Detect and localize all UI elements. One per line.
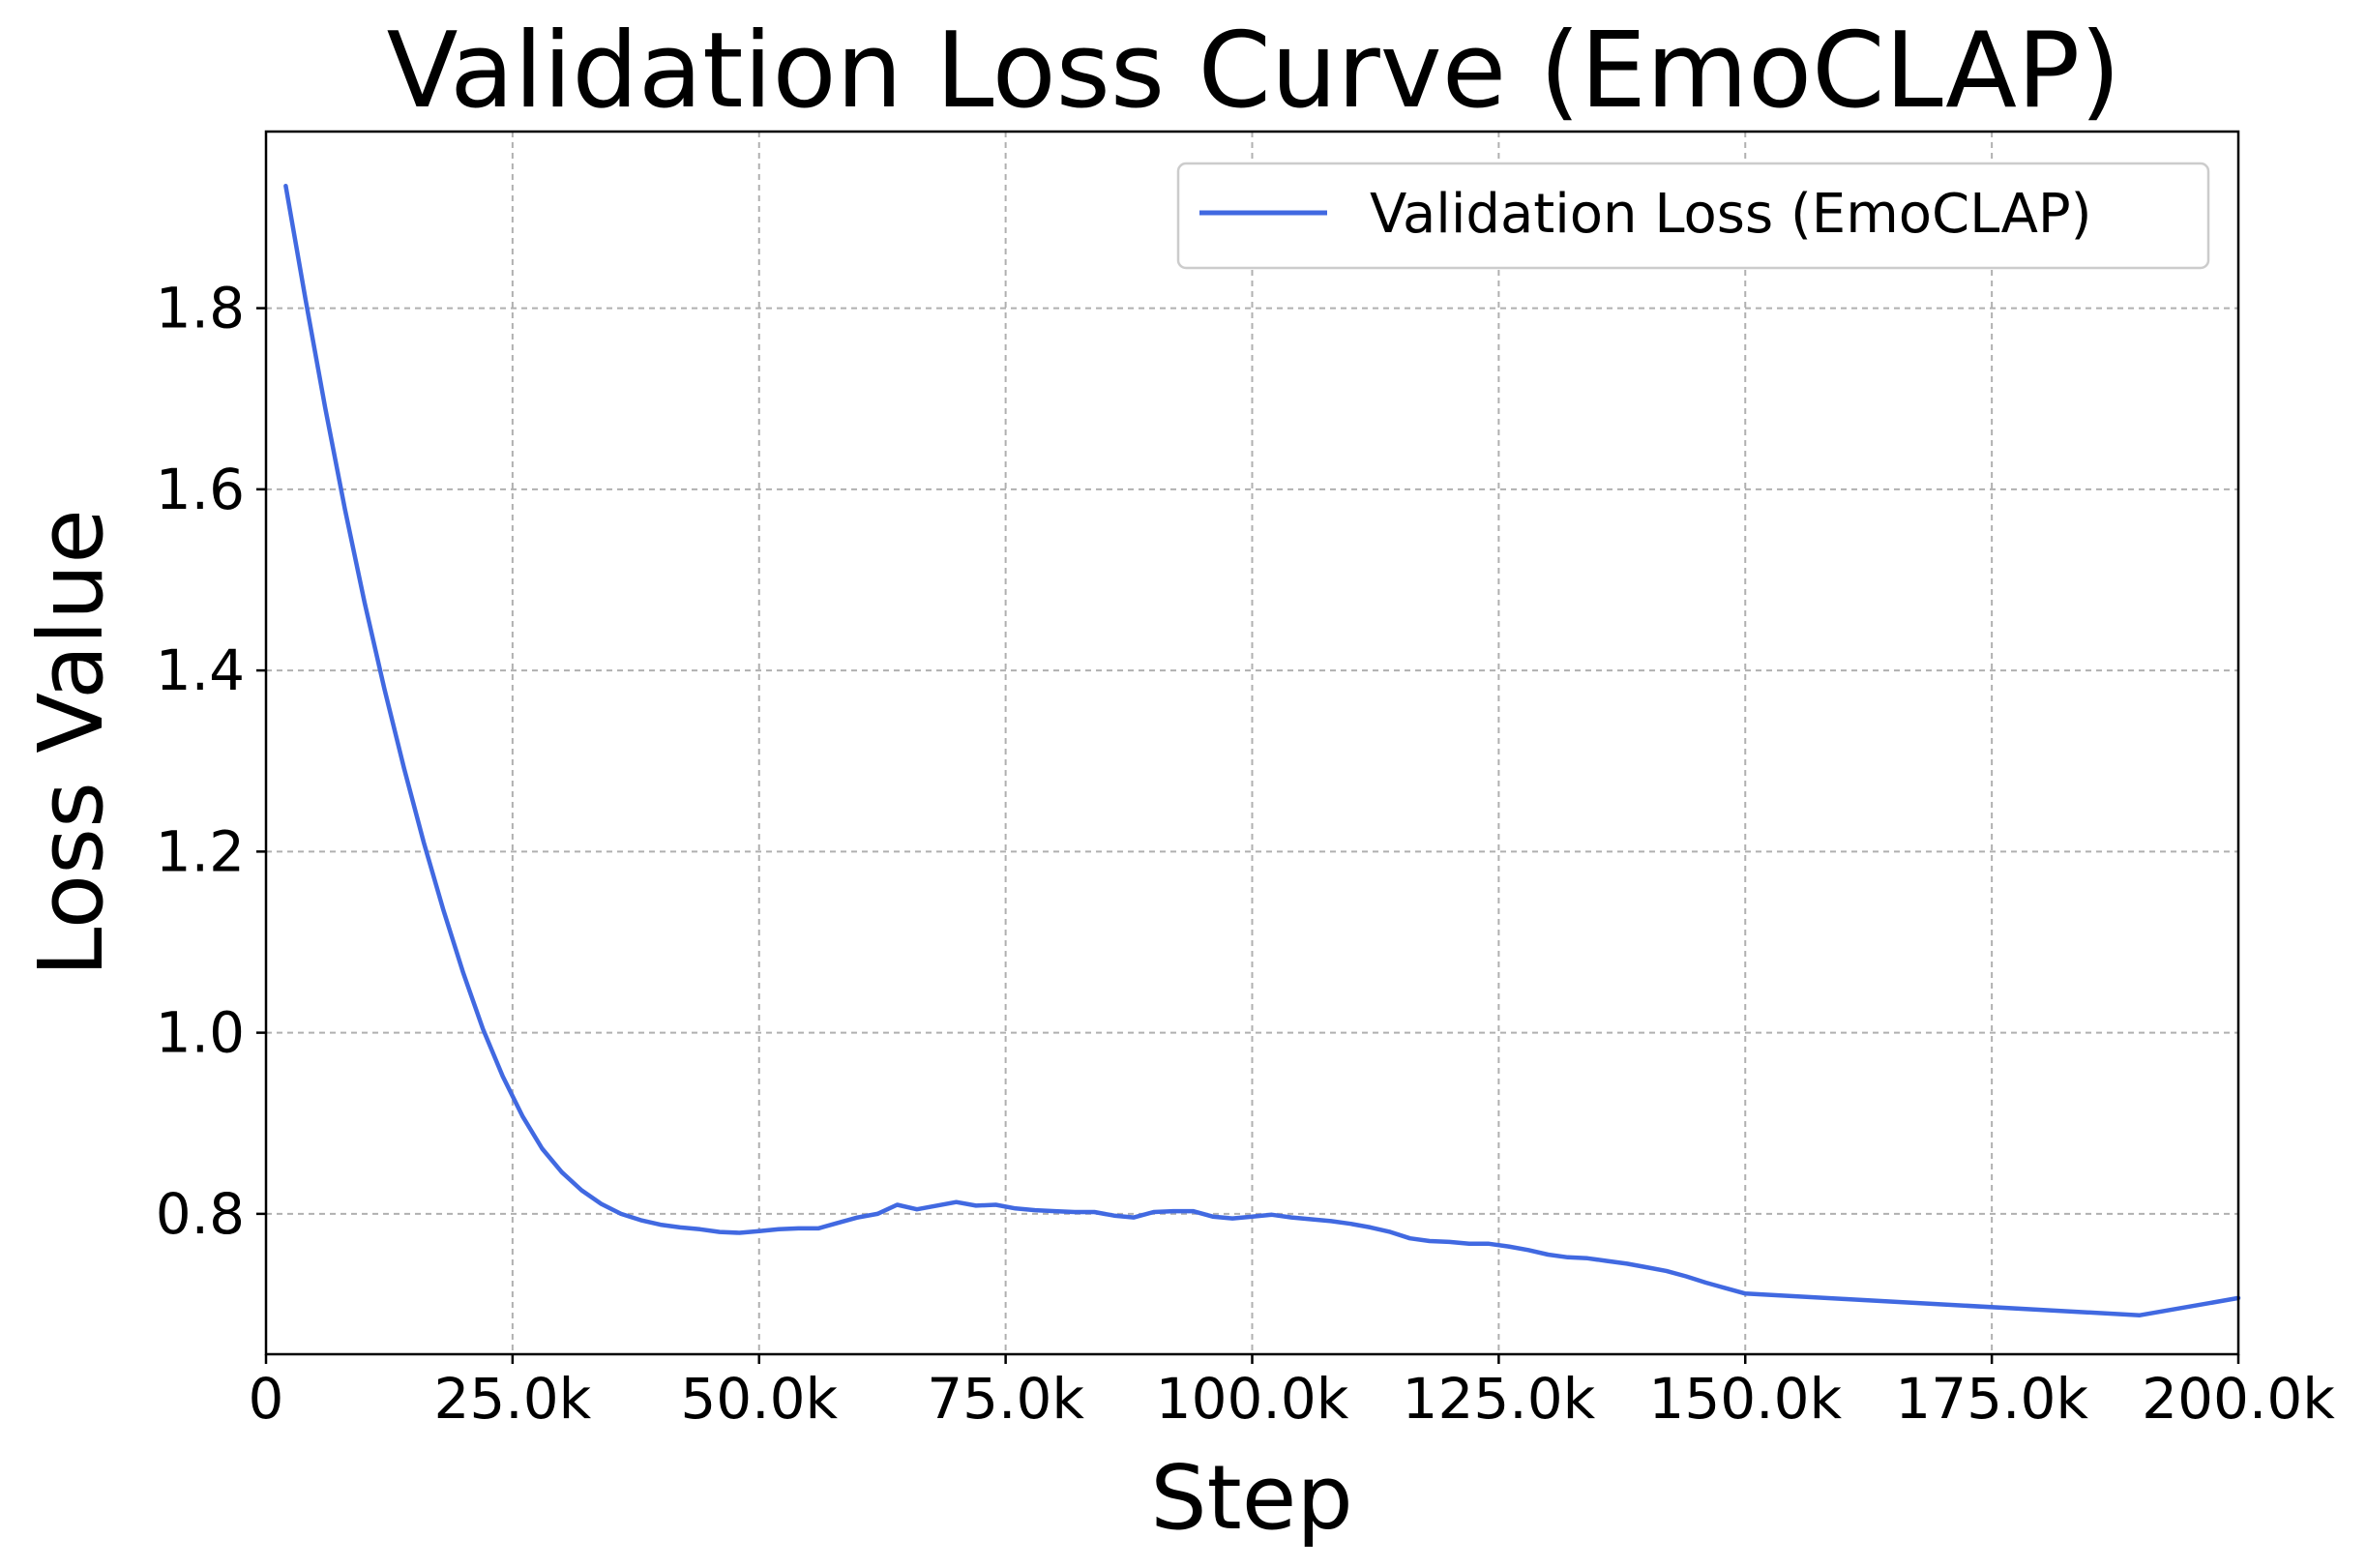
x-tick-label: 0 xyxy=(249,1366,284,1432)
x-tick-label: 125.0k xyxy=(1403,1366,1596,1432)
y-axis-ticks: 0.8 1.0 1.2 1.4 1.6 1.8 xyxy=(156,276,266,1247)
y-tick-label: 0.8 xyxy=(156,1181,245,1247)
y-tick-label: 1.8 xyxy=(156,276,245,341)
y-tick-label: 1.6 xyxy=(156,457,245,522)
legend-label: Validation Loss (EmoCLAP) xyxy=(1370,183,2092,246)
y-tick-label: 1.0 xyxy=(156,1000,245,1066)
x-tick-label: 175.0k xyxy=(1895,1366,2088,1432)
x-tick-label: 100.0k xyxy=(1156,1366,1349,1432)
x-tick-label: 150.0k xyxy=(1648,1366,1842,1432)
x-tick-label: 50.0k xyxy=(680,1366,838,1432)
x-axis-ticks: 0 25.0k 50.0k 75.0k 100.0k 125.0k 150.0k 175.0k… xyxy=(249,1354,2335,1432)
legend: Validation Loss (EmoCLAP) xyxy=(1176,162,2210,270)
chart-title: Validation Loss Curve (EmoCLAP) xyxy=(387,11,2121,132)
x-axis-label: Step xyxy=(1150,1446,1352,1550)
series-group xyxy=(283,183,2241,1317)
series-line xyxy=(283,183,2241,1317)
y-axis-label: Loss Value xyxy=(19,509,123,977)
y-tick-label: 1.4 xyxy=(156,637,245,703)
legend-box xyxy=(1176,162,2210,270)
x-tick-label: 200.0k xyxy=(2142,1366,2335,1432)
x-tick-label: 25.0k xyxy=(434,1366,592,1432)
x-tick-label: 75.0k xyxy=(927,1366,1084,1432)
y-tick-label: 1.2 xyxy=(156,818,245,884)
